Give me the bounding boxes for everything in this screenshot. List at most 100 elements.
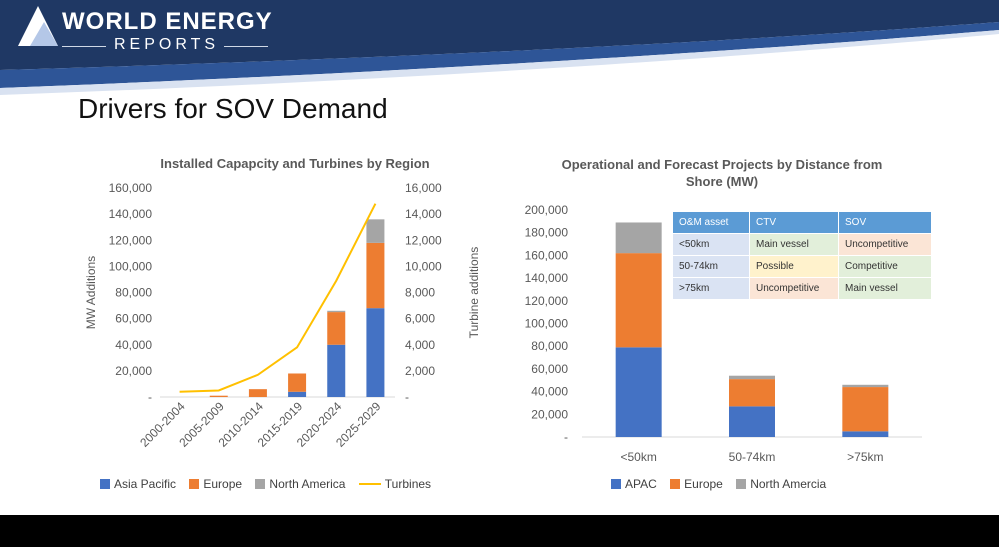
x-tick-label: >75km bbox=[847, 450, 883, 464]
y-tick-label: 40,000 bbox=[531, 385, 568, 399]
legend-label: Asia Pacific bbox=[114, 477, 177, 492]
turbines-line bbox=[179, 203, 377, 393]
y-tick-label: 20,000 bbox=[115, 364, 152, 378]
y-tick-label: - bbox=[564, 430, 568, 444]
legend-label: North Amercia bbox=[750, 477, 827, 492]
om-asset-table: O&M asset CTV SOV <50km Main vessel Uncomp… bbox=[672, 211, 932, 300]
y-tick-label: 120,000 bbox=[525, 294, 569, 308]
logo-divider bbox=[224, 46, 268, 47]
legend-label: Europe bbox=[684, 477, 723, 492]
y-tick-label: 160,000 bbox=[525, 248, 569, 262]
legend-swatch bbox=[255, 479, 266, 490]
header-banner bbox=[0, 0, 999, 95]
table-header-row: O&M asset CTV SOV bbox=[672, 211, 932, 234]
legend-label: Turbines bbox=[384, 477, 432, 492]
bar-north-amercia bbox=[729, 375, 775, 380]
bar-apac bbox=[615, 347, 662, 437]
y-tick-label: 80,000 bbox=[531, 339, 568, 353]
legend-label: North America bbox=[269, 477, 346, 492]
chart-title-right: Operational and Forecast Projects by Dis… bbox=[522, 156, 922, 190]
y2-tick-label: 10,000 bbox=[405, 259, 442, 273]
table-cell: Uncompetitive bbox=[749, 277, 839, 300]
bar-europe bbox=[729, 379, 775, 407]
y2-tick-label: - bbox=[405, 390, 409, 404]
legend-label: APAC bbox=[625, 477, 657, 492]
legend-swatch bbox=[189, 479, 200, 490]
bar-apac bbox=[729, 406, 775, 437]
legend-item: Asia Pacific bbox=[100, 476, 176, 491]
legend-item: Europe bbox=[670, 476, 723, 491]
y-tick-label: 120,000 bbox=[109, 233, 153, 247]
y-tick-label: 140,000 bbox=[525, 271, 569, 285]
y-axis-label: MW Additions bbox=[84, 256, 98, 329]
logo-title: WORLD ENERGY bbox=[62, 8, 273, 35]
x-tick-label: <50km bbox=[620, 450, 656, 464]
table-cell: Main vessel bbox=[749, 233, 839, 256]
y2-tick-label: 2,000 bbox=[405, 364, 435, 378]
bar-apac bbox=[842, 431, 889, 437]
y-tick-label: 20,000 bbox=[531, 407, 568, 421]
y-tick-label: 60,000 bbox=[115, 312, 152, 326]
bar-europe bbox=[288, 373, 307, 392]
legend-swatch bbox=[358, 483, 381, 486]
chart-distance-from-shore: - 20,000 40,000 60,000 80,000 100,000 120,000 1… bbox=[525, 203, 922, 464]
y2-axis-label: Turbine additions bbox=[467, 247, 481, 339]
table-header: SOV bbox=[838, 211, 932, 234]
legend-swatch bbox=[736, 479, 747, 490]
table-cell: Uncompetitive bbox=[838, 233, 932, 256]
chart-title-text: Operational and Forecast Projects by Dis… bbox=[561, 157, 883, 189]
legend-item: North America bbox=[255, 476, 345, 491]
table-cell: Competitive bbox=[838, 255, 932, 278]
y-tick-label: 140,000 bbox=[109, 207, 153, 221]
table-row: 50-74km Possible Competitive bbox=[672, 255, 932, 278]
bar-europe bbox=[327, 312, 346, 345]
bar-asia-pacific bbox=[366, 308, 385, 397]
y2-tick-label: 6,000 bbox=[405, 312, 435, 326]
table-row: <50km Main vessel Uncompetitive bbox=[672, 233, 932, 256]
bar-asia-pacific bbox=[288, 391, 307, 397]
table-row: >75km Uncompetitive Main vessel bbox=[672, 277, 932, 300]
bar-europe bbox=[615, 253, 662, 348]
logo-divider bbox=[62, 46, 106, 47]
table-cell: Possible bbox=[749, 255, 839, 278]
bar-europe bbox=[209, 395, 228, 397]
table-header: CTV bbox=[749, 211, 839, 234]
y2-tick-label: 4,000 bbox=[405, 338, 435, 352]
y2-tick-label: 8,000 bbox=[405, 286, 435, 300]
table-cell: Main vessel bbox=[838, 277, 932, 300]
legend-item: Europe bbox=[189, 476, 242, 491]
bar-europe bbox=[842, 387, 889, 432]
legend-item: APAC bbox=[611, 476, 657, 491]
y-tick-label: 40,000 bbox=[115, 338, 152, 352]
chart-legend-right: APAC Europe North Amercia bbox=[611, 476, 836, 491]
bar-north-amercia bbox=[615, 222, 662, 254]
logo-subtitle: REPORTS bbox=[114, 36, 220, 53]
bar-north-america bbox=[327, 310, 346, 313]
y-tick-label: 100,000 bbox=[109, 259, 153, 273]
legend-item: Turbines bbox=[358, 476, 432, 492]
table-header: O&M asset bbox=[672, 211, 750, 234]
table-cell: <50km bbox=[672, 233, 750, 256]
y-tick-label: 180,000 bbox=[525, 226, 569, 240]
bar-europe bbox=[366, 242, 385, 309]
legend-swatch bbox=[100, 479, 110, 490]
y-tick-label: 200,000 bbox=[525, 203, 569, 217]
chart-installed-capacity: - 20,000 40,000 60,000 80,000 100,000 120,000 1… bbox=[84, 181, 481, 450]
logo-mountain-icon bbox=[18, 6, 58, 46]
y2-tick-label: 12,000 bbox=[405, 233, 442, 247]
bar-asia-pacific bbox=[327, 344, 346, 397]
table-cell: >75km bbox=[672, 277, 750, 300]
legend-swatch bbox=[670, 479, 681, 490]
y-tick-label: 100,000 bbox=[525, 317, 569, 331]
chart-title-left: Installed Capapcity and Turbines by Regi… bbox=[160, 156, 430, 171]
legend-swatch bbox=[611, 479, 621, 490]
legend-item: North Amercia bbox=[736, 476, 826, 491]
y-tick-label: 160,000 bbox=[109, 181, 153, 195]
y2-tick-label: 16,000 bbox=[405, 181, 442, 195]
y-tick-label: 60,000 bbox=[531, 362, 568, 376]
legend-label: Europe bbox=[203, 477, 243, 492]
y2-tick-label: 14,000 bbox=[405, 207, 442, 221]
bar-north-america bbox=[366, 219, 385, 243]
bar-europe bbox=[248, 389, 267, 397]
table-cell: 50-74km bbox=[672, 255, 750, 278]
